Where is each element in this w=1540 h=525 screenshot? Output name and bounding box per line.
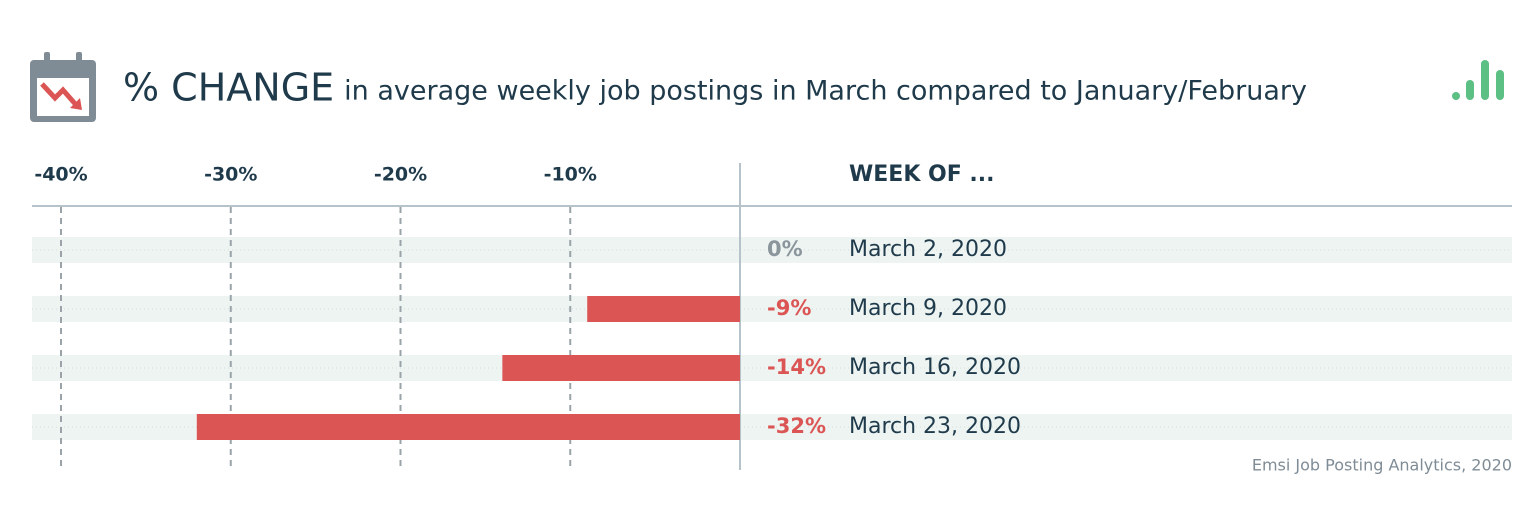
- bars-icon: [1452, 60, 1504, 100]
- x-tick-label: -40%: [34, 164, 87, 186]
- value-label: 0%: [767, 237, 803, 261]
- source: Emsi Job Posting Analytics, 2020: [1252, 456, 1512, 475]
- value-label: -14%: [767, 355, 826, 379]
- bar: [196, 414, 741, 440]
- chart-title: % CHANGE: [123, 66, 334, 110]
- x-tick-label: -20%: [374, 164, 427, 186]
- x-tick-label: -30%: [204, 164, 257, 186]
- category-label: March 16, 2020: [849, 355, 1021, 380]
- category-label: March 23, 2020: [849, 414, 1021, 439]
- bar: [587, 296, 740, 322]
- value-label: -9%: [767, 296, 811, 320]
- chart-subtitle: in average weekly job postings in March …: [344, 76, 1307, 107]
- value-label: -32%: [767, 414, 826, 438]
- calendar-icon: [30, 52, 96, 122]
- bar: [502, 355, 740, 381]
- category-label: March 9, 2020: [849, 296, 1007, 321]
- category-label: March 2, 2020: [849, 237, 1007, 262]
- x-tick-label: -10%: [544, 164, 597, 186]
- category-header: WEEK OF ...: [849, 162, 995, 187]
